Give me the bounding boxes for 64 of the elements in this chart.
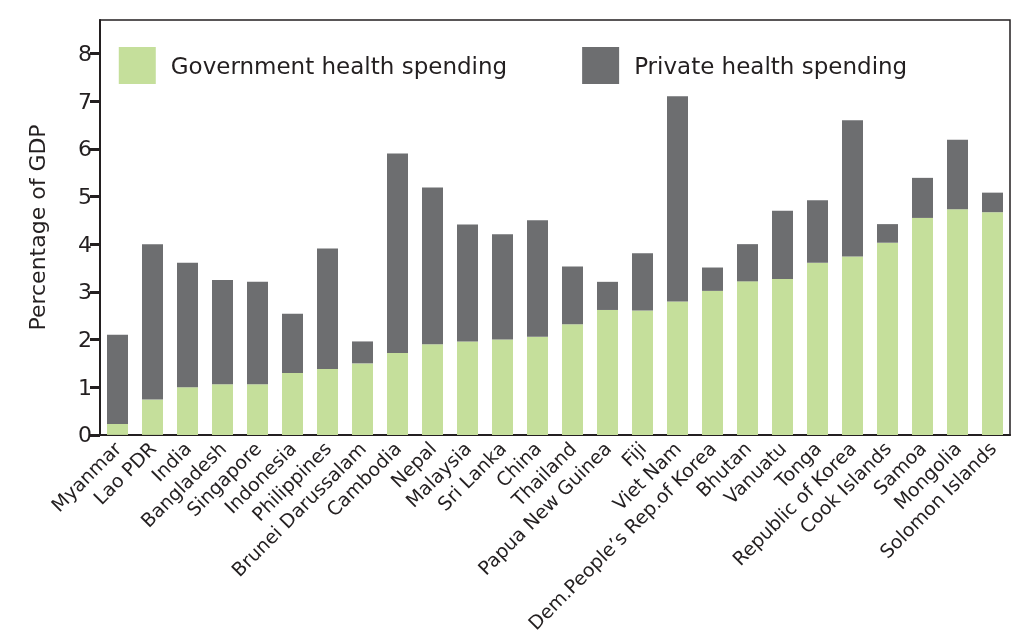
bar bbox=[527, 220, 548, 337]
bar bbox=[842, 256, 863, 435]
bar bbox=[107, 334, 128, 424]
bar bbox=[457, 341, 478, 435]
bar bbox=[352, 363, 373, 435]
bar bbox=[877, 224, 898, 243]
bar bbox=[562, 324, 583, 435]
bar bbox=[597, 309, 618, 435]
bar bbox=[667, 301, 688, 435]
bar bbox=[142, 399, 163, 435]
bar bbox=[632, 310, 653, 435]
bar bbox=[457, 224, 478, 342]
bar bbox=[912, 177, 933, 218]
bar bbox=[807, 262, 828, 435]
bar bbox=[877, 242, 898, 435]
bar bbox=[702, 290, 723, 435]
bar bbox=[772, 210, 793, 279]
y-tick-label: 3 bbox=[78, 279, 92, 305]
bar bbox=[282, 313, 303, 373]
bar bbox=[947, 209, 968, 435]
bar bbox=[737, 244, 758, 282]
bar bbox=[107, 423, 128, 435]
bar bbox=[562, 266, 583, 325]
bar bbox=[422, 344, 443, 435]
bar bbox=[842, 120, 863, 257]
bar bbox=[352, 341, 373, 364]
bar bbox=[212, 279, 233, 385]
bar bbox=[982, 212, 1003, 435]
bar bbox=[982, 192, 1003, 213]
bar bbox=[702, 267, 723, 291]
legend-label: Private health spending bbox=[634, 52, 908, 79]
bar bbox=[492, 234, 513, 340]
bar bbox=[492, 339, 513, 435]
bar bbox=[282, 372, 303, 435]
bar bbox=[527, 336, 548, 435]
y-tick-label: 0 bbox=[78, 422, 92, 448]
bar bbox=[807, 200, 828, 263]
bar bbox=[632, 253, 653, 311]
bar bbox=[772, 278, 793, 435]
bar bbox=[247, 281, 268, 385]
bar bbox=[317, 248, 338, 370]
y-tick-label: 8 bbox=[78, 40, 92, 66]
bar bbox=[142, 244, 163, 400]
y-tick-label: 6 bbox=[78, 136, 92, 162]
legend-label: Government health spending bbox=[170, 52, 508, 79]
bar bbox=[387, 153, 408, 353]
y-tick-label: 7 bbox=[78, 88, 92, 114]
bar bbox=[177, 387, 198, 435]
bar bbox=[737, 281, 758, 435]
y-tick-label: 1 bbox=[78, 374, 92, 400]
y-tick-label: 5 bbox=[78, 183, 92, 209]
y-tick-label: 4 bbox=[78, 231, 92, 257]
bar bbox=[212, 384, 233, 435]
bar bbox=[422, 187, 443, 345]
bar bbox=[177, 262, 198, 388]
y-tick-label: 2 bbox=[78, 327, 92, 353]
bar bbox=[597, 281, 618, 310]
bar bbox=[947, 139, 968, 210]
bar bbox=[387, 352, 408, 435]
bar bbox=[247, 384, 268, 435]
y-axis-title: Percentage of GDP bbox=[24, 124, 50, 331]
bar bbox=[317, 369, 338, 435]
bar bbox=[912, 217, 933, 435]
bar bbox=[667, 96, 688, 302]
